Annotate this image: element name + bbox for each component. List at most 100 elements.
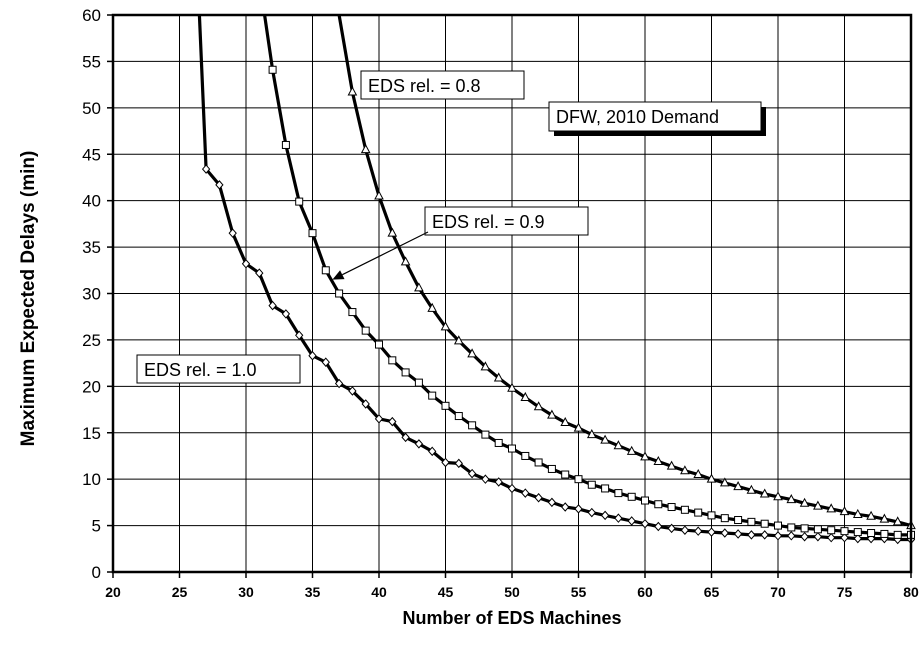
x-tick-label: 55 — [571, 584, 587, 600]
data-point — [627, 492, 636, 501]
y-tick-label: 50 — [82, 99, 101, 118]
data-point — [720, 514, 729, 523]
data-point — [321, 357, 330, 367]
data-point — [520, 391, 531, 401]
data-point — [361, 399, 370, 409]
data-point — [201, 164, 211, 174]
series-2 — [263, 14, 915, 539]
data-point — [840, 532, 849, 543]
data-point — [388, 356, 397, 365]
x-tick-label: 80 — [903, 584, 919, 600]
data-point — [667, 503, 676, 512]
data-point — [706, 473, 717, 483]
data-point — [534, 492, 543, 503]
x-tick-label: 30 — [238, 584, 254, 600]
x-tick-label: 45 — [438, 584, 454, 600]
x-tick-label: 60 — [637, 584, 653, 600]
x-tick-label: 35 — [305, 584, 321, 600]
data-point — [334, 378, 344, 389]
data-point — [667, 523, 676, 534]
y-tick-label: 30 — [82, 285, 101, 304]
data-point — [467, 348, 477, 358]
data-point — [640, 451, 650, 461]
data-point — [388, 416, 397, 427]
data-point — [587, 480, 596, 489]
data-point — [840, 527, 849, 536]
label-rel-0.9: EDS rel. = 0.9 — [432, 212, 545, 232]
data-point — [880, 529, 889, 538]
data-point — [694, 508, 703, 517]
data-point — [508, 444, 516, 453]
data-point — [561, 470, 570, 479]
data-point — [787, 531, 796, 541]
data-point — [440, 321, 451, 331]
data-point — [427, 302, 438, 312]
data-point — [734, 516, 743, 525]
x-tick-label: 20 — [105, 584, 121, 600]
data-point — [335, 289, 344, 298]
data-point — [759, 488, 770, 498]
data-point — [853, 533, 862, 544]
data-point — [268, 300, 277, 311]
data-point — [747, 530, 756, 540]
data-point — [454, 458, 463, 469]
data-point — [374, 414, 384, 424]
data-point — [586, 429, 597, 439]
data-point — [627, 516, 636, 526]
data-point — [693, 468, 704, 479]
data-point — [481, 474, 490, 484]
data-point — [494, 477, 503, 487]
data-point — [468, 421, 477, 430]
data-point — [760, 519, 769, 528]
data-point — [361, 326, 370, 335]
data-point — [813, 531, 823, 542]
data-point — [493, 372, 504, 382]
data-point — [707, 527, 716, 537]
data-point — [800, 524, 809, 533]
data-point — [773, 491, 783, 501]
data-point — [574, 475, 583, 484]
data-point — [228, 228, 237, 238]
label-rel-1.0-box: EDS rel. = 1.0 — [136, 354, 301, 384]
y-tick-label: 5 — [92, 517, 101, 536]
data-point — [414, 282, 424, 292]
y-tick-label: 55 — [82, 52, 101, 71]
data-point — [600, 510, 610, 521]
data-point — [481, 430, 490, 439]
data-point — [707, 511, 716, 520]
label-rel-1.0: EDS rel. = 1.0 — [144, 360, 257, 380]
series-line — [197, 14, 911, 542]
data-point — [453, 335, 464, 345]
label-rel-0.8-box: EDS rel. = 0.8 — [360, 70, 525, 100]
data-point — [853, 528, 862, 537]
data-point — [441, 457, 450, 468]
data-point — [654, 521, 663, 532]
data-point — [640, 518, 650, 529]
y-tick-label: 60 — [82, 6, 101, 25]
data-point — [666, 460, 677, 470]
data-point — [892, 516, 903, 526]
data-point — [215, 180, 224, 190]
data-point — [533, 401, 544, 411]
data-point — [241, 259, 251, 269]
label-dfw-demand: DFW, 2010 Demand — [556, 107, 719, 127]
data-point — [467, 468, 477, 479]
data-point — [839, 506, 850, 516]
data-point — [800, 531, 809, 542]
series-layer — [197, 14, 916, 545]
data-point — [428, 391, 437, 400]
data-point — [308, 229, 317, 238]
data-point — [400, 256, 411, 266]
data-point — [534, 458, 543, 467]
data-point — [879, 513, 890, 523]
data-point — [813, 500, 823, 510]
data-point — [614, 489, 623, 498]
data-point — [746, 484, 757, 494]
data-point — [414, 378, 423, 387]
data-point — [454, 412, 463, 421]
data-point — [893, 530, 902, 539]
y-tick-label: 35 — [82, 238, 101, 257]
data-point — [773, 531, 783, 541]
data-point — [694, 526, 703, 536]
